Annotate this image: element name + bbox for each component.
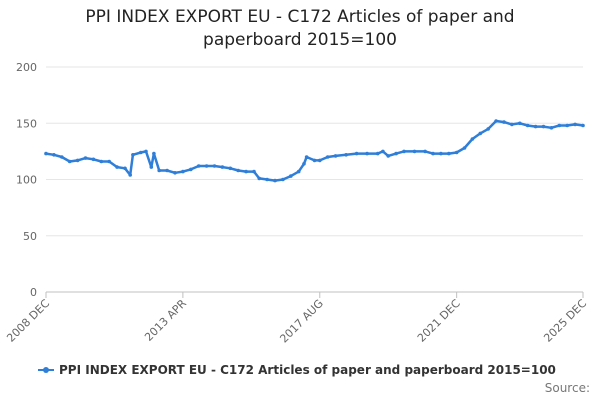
data-point <box>365 151 369 156</box>
data-point <box>152 151 156 156</box>
x-tick-label: 2025 DEC <box>541 297 589 345</box>
data-point <box>212 164 217 168</box>
data-point <box>281 177 285 182</box>
data-point <box>494 119 498 123</box>
data-point <box>312 158 317 163</box>
chart-title-line-2: paperboard 2015=100 <box>203 30 397 50</box>
data-point <box>144 149 148 154</box>
y-tick-label: 0 <box>30 286 37 299</box>
data-point <box>265 177 269 182</box>
data-point <box>557 123 562 128</box>
x-tick-label: 2017 AUG <box>277 297 326 346</box>
data-point <box>257 176 262 181</box>
chart-title: PPI INDEX EXPORT EU - C172 Articles of p… <box>0 6 600 52</box>
data-point <box>478 131 483 136</box>
data-point <box>533 124 538 129</box>
data-point <box>196 164 201 168</box>
data-point <box>541 124 546 129</box>
legend-series-marker-icon <box>38 367 54 373</box>
data-point <box>581 123 585 128</box>
data-point <box>447 151 451 156</box>
data-point <box>157 168 161 173</box>
data-point <box>228 166 233 171</box>
data-point <box>91 157 96 162</box>
data-point <box>325 155 330 159</box>
data-point <box>149 165 154 169</box>
data-point <box>510 122 514 127</box>
data-point <box>439 151 443 156</box>
data-point <box>354 151 359 156</box>
data-point <box>304 155 309 159</box>
data-point <box>123 166 127 171</box>
data-point <box>549 126 554 130</box>
data-point <box>573 122 577 127</box>
y-axis-labels: 0 50 100 150 200 <box>16 61 37 299</box>
data-point <box>333 154 338 158</box>
series-layer <box>44 119 585 183</box>
y-tick-label: 50 <box>23 230 37 243</box>
data-point <box>470 137 475 141</box>
series-line <box>44 119 585 182</box>
legend[interactable]: PPI INDEX EXPORT EU - C172 Articles of p… <box>38 363 556 377</box>
data-point <box>486 127 491 131</box>
data-point <box>220 165 225 169</box>
data-point <box>412 149 417 154</box>
x-tick-label: 2021 DEC <box>415 297 463 345</box>
data-point <box>128 173 132 177</box>
data-point <box>375 151 380 156</box>
data-point <box>386 154 391 158</box>
data-point <box>318 158 322 163</box>
x-axis: 2008 DEC 2013 APR 2017 AUG 2021 DEC 2025 DEC <box>4 291 589 346</box>
x-tick-label: 2013 APR <box>142 297 189 344</box>
data-point <box>525 123 530 128</box>
data-point <box>236 168 240 173</box>
data-point <box>67 159 72 164</box>
data-point <box>423 149 427 154</box>
data-point <box>139 150 143 155</box>
y-tick-label: 200 <box>16 61 37 74</box>
data-point <box>381 149 385 154</box>
data-point <box>107 159 111 164</box>
data-point <box>189 167 193 172</box>
grid-lines <box>46 66 583 293</box>
data-point <box>99 159 104 164</box>
x-tick-label: 2008 DEC <box>4 297 52 345</box>
data-point <box>75 158 80 163</box>
y-tick-label: 150 <box>16 117 37 130</box>
data-point <box>289 174 293 178</box>
data-point <box>344 153 348 157</box>
data-point <box>394 151 398 156</box>
data-point <box>402 149 406 154</box>
data-point <box>296 169 301 174</box>
data-point <box>83 156 88 160</box>
data-point <box>115 165 119 169</box>
data-point <box>60 155 64 159</box>
legend-series-label: PPI INDEX EXPORT EU - C172 Articles of p… <box>59 363 556 377</box>
data-point <box>454 150 459 155</box>
source-credit[interactable]: Source: <box>544 381 590 395</box>
data-point <box>462 146 467 150</box>
data-point <box>244 169 248 174</box>
y-tick-label: 100 <box>16 174 37 187</box>
data-point <box>173 171 177 175</box>
data-point <box>302 162 306 166</box>
data-point <box>52 153 56 157</box>
data-point <box>131 153 135 157</box>
chart-title-line-1: PPI INDEX EXPORT EU - C172 Articles of p… <box>85 7 515 27</box>
data-point <box>565 123 569 128</box>
data-point <box>518 121 522 126</box>
data-point <box>431 151 435 156</box>
data-point <box>181 169 185 174</box>
data-point <box>204 164 209 168</box>
data-point <box>165 168 169 173</box>
data-point <box>273 178 277 183</box>
data-point <box>44 151 48 156</box>
data-point <box>502 120 506 124</box>
data-point <box>252 169 256 174</box>
